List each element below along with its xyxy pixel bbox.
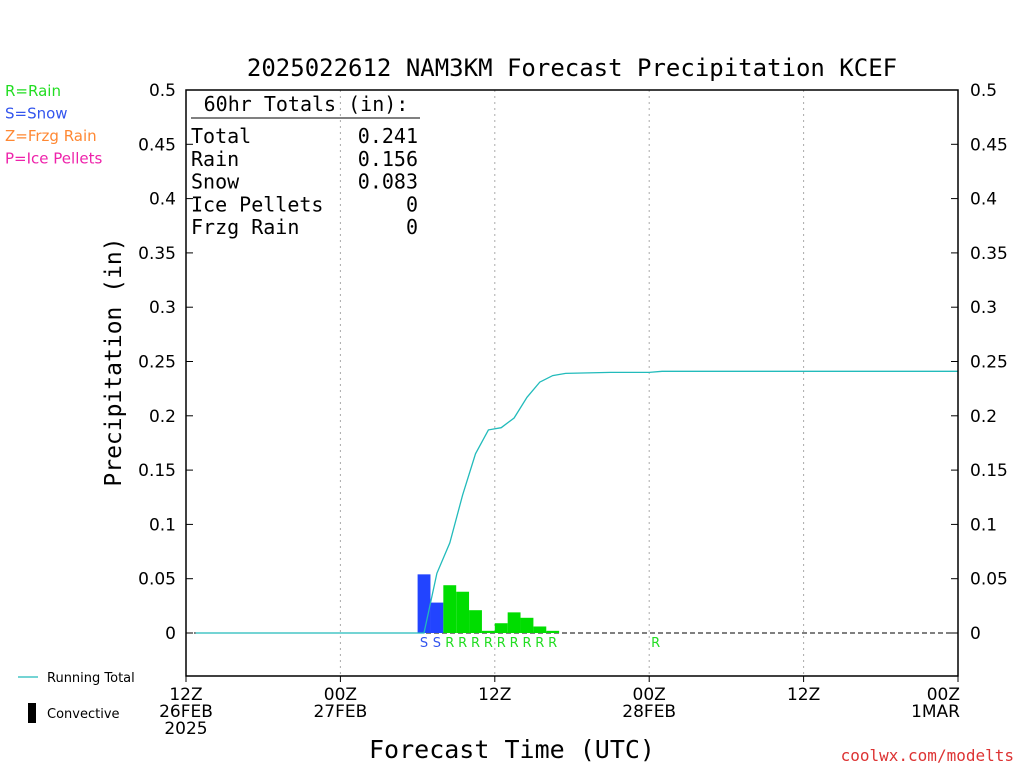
y-tick-label-right: 0.15: [970, 461, 1008, 481]
ptype-legend: R=Rain S=Snow Z=Frzg Rain P=Ice Pellets: [5, 82, 102, 168]
ptype-label: R: [651, 636, 660, 651]
totals-row-label: Snow: [191, 170, 240, 194]
y-tick-label-right: 0.05: [970, 570, 1008, 590]
x-tick-label: 12Z: [169, 685, 202, 705]
x-tick-label: 12Z: [787, 685, 820, 705]
totals-row-value: 0.083: [358, 170, 418, 194]
running-total-legend-label: Running Total: [47, 671, 135, 686]
x-tick-label: 28FEB: [622, 702, 676, 722]
y-axis-label: Precipitation (in): [101, 237, 127, 486]
y-tick-label: 0.25: [138, 353, 176, 373]
x-axis-label: Forecast Time (UTC): [369, 735, 655, 764]
y-axis-left: 0 0.05 0.1 0.15 0.2 0.25 0.3 0.35 0.4 0.45 0.5: [138, 81, 193, 644]
y-tick-label-right: 0.5: [970, 81, 997, 101]
y-tick-label: 0.45: [138, 135, 176, 155]
x-tick-label: 27FEB: [313, 702, 367, 722]
ptype-label: R: [458, 636, 467, 651]
y-axis-right: 0 0.05 0.1 0.15 0.2 0.25 0.3 0.35 0.4 0.45 0.5: [951, 81, 1008, 644]
y-tick-label-right: 0.3: [970, 298, 997, 318]
convective-legend-label: Convective: [47, 707, 120, 722]
y-tick-label: 0.35: [138, 244, 176, 264]
ptype-label: S: [420, 636, 428, 651]
ptype-label: R: [522, 636, 531, 651]
precip-bar: [417, 574, 431, 633]
y-tick-label: 0.15: [138, 461, 176, 481]
y-tick-label: 0.1: [149, 515, 176, 535]
ptype-label: R: [510, 636, 519, 651]
totals-box: 60hr Totals (in): Total 0.241 Rain 0.156 Sno…: [191, 92, 420, 239]
precip-bar: [533, 626, 547, 633]
precip-bar: [430, 602, 444, 633]
y-tick-label-right: 0: [970, 624, 981, 644]
bars-group: [417, 574, 560, 633]
ptype-label: R: [484, 636, 493, 651]
ptype-label: R: [445, 636, 454, 651]
y-tick-label-right: 0.2: [970, 407, 997, 427]
precip-bar: [507, 612, 521, 633]
ptype-legend-p: P=Ice Pellets: [5, 150, 102, 168]
credit-text: coolwx.com/modelts: [841, 746, 1014, 765]
precip-bar: [469, 610, 482, 633]
precip-bar: [494, 623, 508, 633]
x-tick-label: 12Z: [478, 685, 511, 705]
series-legend: Running Total Convective: [18, 671, 135, 723]
y-tick-label: 0.3: [149, 298, 176, 318]
precip-bar: [456, 591, 470, 633]
y-tick-label: 0.5: [149, 81, 176, 101]
totals-row-label: Ice Pellets: [191, 192, 323, 216]
y-tick-label-right: 0.45: [970, 135, 1008, 155]
x-tick-label: 00Z: [633, 685, 666, 705]
ptype-legend-s: S=Snow: [5, 105, 68, 123]
ptype-legend-z: Z=Frzg Rain: [5, 127, 97, 145]
y-tick-label-right: 0.35: [970, 244, 1008, 264]
y-tick-label-right: 0.1: [970, 515, 997, 535]
totals-header: 60hr Totals (in):: [204, 92, 409, 116]
totals-row-label: Frzg Rain: [191, 215, 299, 239]
y-tick-label: 0.4: [149, 190, 176, 210]
totals-row-value: 0: [406, 192, 418, 216]
y-tick-label: 0: [165, 624, 176, 644]
precip-bar: [443, 585, 457, 633]
precip-bar: [481, 630, 495, 633]
x-tick-label: 1MAR: [911, 702, 960, 722]
plot-frame: [185, 89, 959, 677]
ptype-label: R: [548, 636, 557, 651]
y-tick-label: 0.05: [138, 570, 176, 590]
y-tick-label: 0.2: [149, 407, 176, 427]
totals-row-label: Rain: [191, 147, 239, 171]
grid-lines: [339, 90, 805, 676]
precip-bar: [520, 617, 534, 633]
totals-row-label: Total: [191, 124, 251, 148]
ptype-label: R: [535, 636, 544, 651]
running-total-line: [195, 370, 958, 634]
x-tick-label: 00Z: [927, 685, 960, 705]
y-tick-label-right: 0.4: [970, 190, 997, 210]
totals-row-value: 0.156: [358, 147, 418, 171]
x-tick-label: 00Z: [324, 685, 357, 705]
convective-swatch: [28, 703, 36, 723]
ptype-label: S: [433, 636, 441, 651]
x-tick-label: 26FEB: [159, 702, 213, 722]
ptype-legend-r: R=Rain: [5, 82, 61, 100]
ptype-label: R: [471, 636, 480, 651]
chart-title: 2025022612 NAM3KM Forecast Precipitation…: [247, 54, 897, 82]
precip-bar: [546, 630, 560, 633]
y-tick-label-right: 0.25: [970, 353, 1008, 373]
ptype-label: R: [497, 636, 506, 651]
x-tick-label: 2025: [164, 719, 207, 739]
totals-row-value: 0: [406, 215, 418, 239]
totals-row-value: 0.241: [358, 124, 418, 148]
